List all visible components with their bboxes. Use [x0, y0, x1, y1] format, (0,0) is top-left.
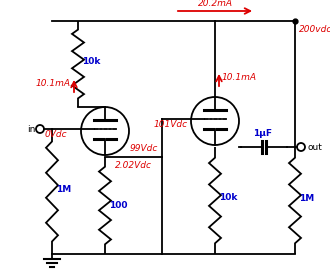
Text: 101Vdc: 101Vdc [154, 120, 188, 129]
Text: 10.1mA: 10.1mA [222, 73, 257, 83]
Text: 1μF: 1μF [253, 129, 273, 138]
Text: 100: 100 [109, 201, 127, 210]
Text: 99Vdc: 99Vdc [130, 144, 158, 153]
Text: 1M: 1M [56, 185, 71, 194]
Text: out: out [307, 143, 322, 151]
Text: 10k: 10k [82, 57, 100, 66]
Text: 2.02Vdc: 2.02Vdc [115, 161, 152, 170]
Text: 0Vdc: 0Vdc [44, 130, 67, 139]
Text: 10k: 10k [219, 193, 237, 202]
Text: 20.2mA: 20.2mA [197, 0, 233, 8]
Text: 200vdc: 200vdc [299, 25, 330, 34]
Text: in: in [27, 124, 35, 133]
Text: 1M: 1M [299, 194, 314, 203]
Text: 10.1mA: 10.1mA [36, 80, 71, 88]
